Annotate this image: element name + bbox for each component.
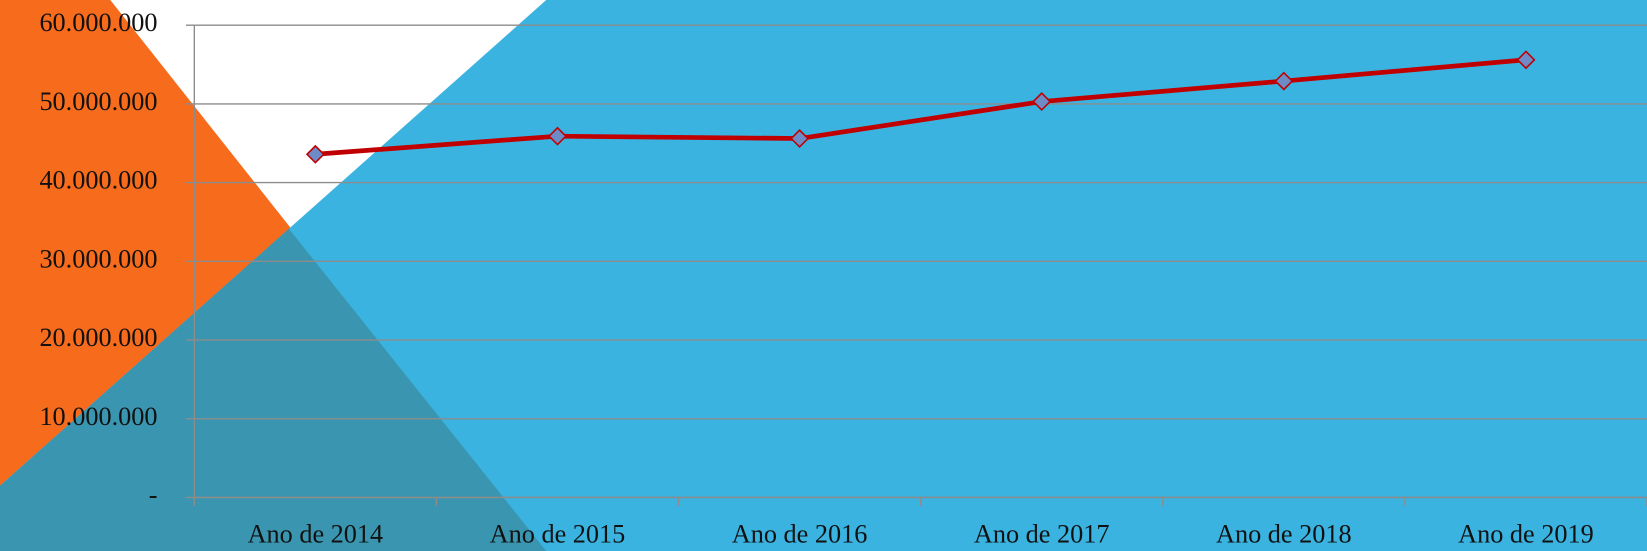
y-tick-label: 20.000.000	[39, 323, 157, 352]
y-tick-label: 30.000.000	[39, 244, 157, 273]
y-tick-label: -	[149, 480, 158, 509]
chart: - 10.000.000 20.000.000 30.000.000 40.000.00…	[0, 0, 1647, 551]
x-tick-label: Ano de 2019	[1458, 519, 1594, 548]
x-tick-label: Ano de 2016	[732, 519, 868, 548]
y-tick-label: 40.000.000	[39, 166, 157, 195]
y-tick-label: 50.000.000	[39, 87, 157, 116]
page: - 10.000.000 20.000.000 30.000.000 40.000.00…	[0, 0, 1647, 551]
y-tick-label: 10.000.000	[39, 402, 157, 431]
y-tick-label: 60.000.000	[39, 8, 157, 37]
x-tick-label: Ano de 2015	[490, 519, 626, 548]
x-tick-label: Ano de 2017	[974, 519, 1110, 548]
x-tick-label: Ano de 2014	[248, 519, 384, 548]
x-tick-label: Ano de 2018	[1216, 519, 1352, 548]
